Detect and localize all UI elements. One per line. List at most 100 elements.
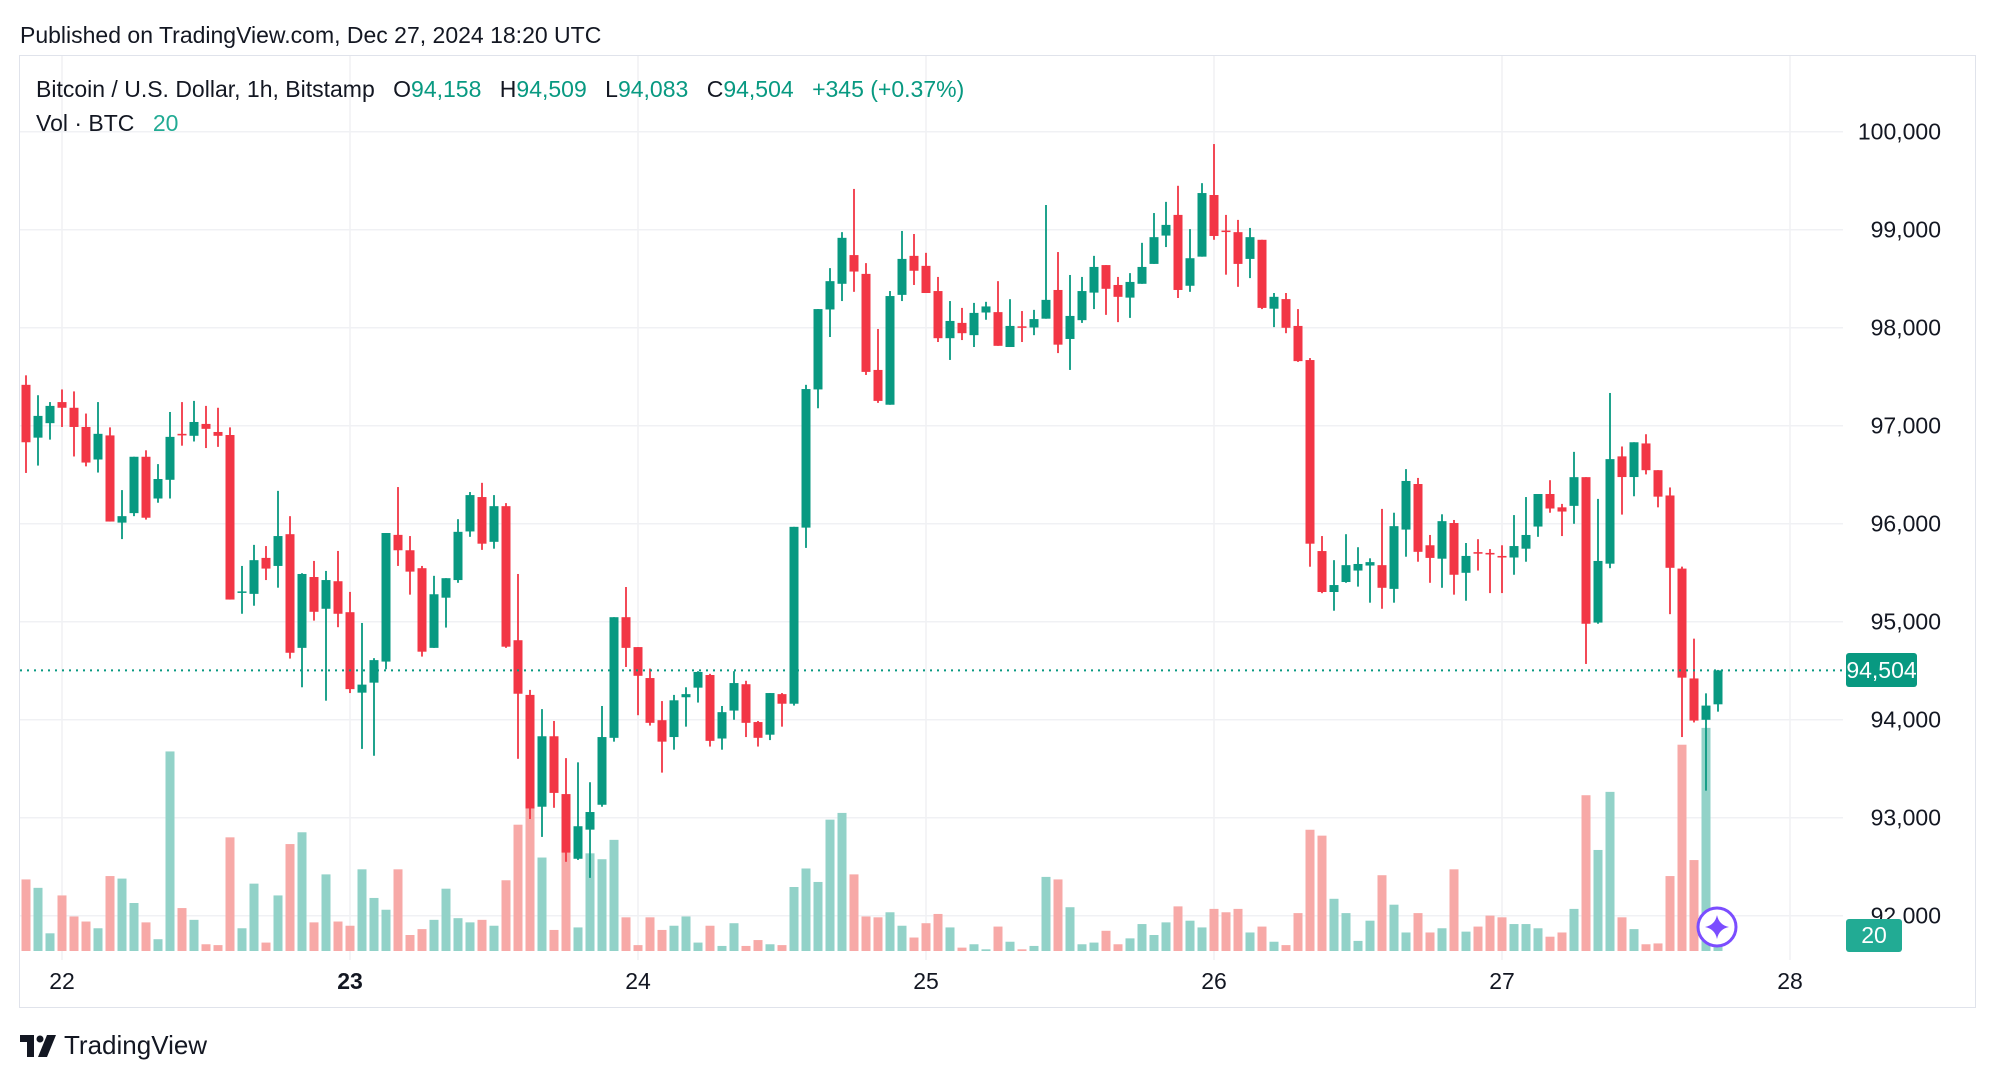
volume-bar (1653, 943, 1663, 951)
volume-bar (105, 876, 115, 951)
date-tick-label: 25 (913, 968, 939, 994)
tradingview-logo[interactable]: TradingView (20, 1030, 207, 1061)
volume-bar (585, 853, 595, 951)
candle (1209, 144, 1219, 240)
candle (489, 495, 499, 549)
candle (693, 671, 703, 703)
candle (1581, 477, 1591, 664)
volume-bar (1317, 835, 1327, 951)
volume-bar (573, 927, 583, 951)
volume-bar (1077, 944, 1087, 951)
volume-bar (33, 887, 43, 951)
low-value: 94,083 (617, 76, 689, 102)
volume-bar (1269, 941, 1279, 951)
tradingview-brand: TradingView (64, 1030, 208, 1060)
candle-wick (1369, 558, 1371, 603)
volume-bar (609, 839, 619, 951)
volume-bar (1185, 920, 1195, 951)
candle-body (1545, 494, 1555, 509)
volume-bar (405, 935, 415, 951)
candle-body (237, 591, 247, 593)
candle (1137, 242, 1147, 284)
candle-body (921, 265, 931, 294)
candle-body (669, 700, 679, 738)
candle (1569, 451, 1579, 524)
candle-body (729, 683, 739, 711)
candle-body (117, 516, 127, 523)
gridlines (20, 56, 1843, 960)
candle (945, 301, 955, 360)
high-label: H (499, 76, 517, 102)
volume-bar (777, 945, 787, 951)
candle-body (705, 675, 715, 741)
candle (81, 413, 91, 467)
volume-label[interactable]: Vol · BTC (36, 110, 135, 136)
change-value: +345 (+0.37%) (812, 76, 965, 102)
volume-bar (417, 929, 427, 951)
candle (333, 550, 343, 628)
candle-body (1245, 237, 1255, 259)
candle-wick (1513, 515, 1515, 575)
candle-body (837, 237, 847, 284)
candle-body (357, 684, 367, 693)
candle-body (657, 720, 667, 742)
candle-body (1065, 315, 1075, 339)
candle (105, 427, 115, 522)
volume-bar (477, 919, 487, 951)
candle (297, 573, 307, 688)
candle-body (525, 694, 535, 809)
volume-bar (345, 925, 355, 951)
volume-bar (621, 917, 631, 951)
volume-bar (969, 944, 979, 951)
volume-bar (1053, 879, 1063, 951)
volume-bar (597, 859, 607, 951)
ohlc-legend: Bitcoin / U.S. Dollar, 1h, Bitstamp O 94,… (36, 76, 964, 103)
candle (1257, 239, 1267, 310)
date-tick-label: 24 (625, 968, 651, 994)
volume-bar (1593, 849, 1603, 951)
volume-bar (93, 928, 103, 951)
sparkle-icon (1705, 915, 1729, 939)
candle (1113, 276, 1123, 323)
candle-body (321, 580, 331, 609)
candle-body (45, 405, 55, 424)
candle (405, 536, 415, 595)
volume-bar (705, 925, 715, 951)
candle-wick (1045, 205, 1047, 319)
date-tick-label: 22 (49, 968, 75, 994)
volume-bar (561, 851, 571, 951)
candle-wick (1429, 534, 1431, 583)
candle-body (285, 534, 295, 653)
volume-value: 20 (152, 110, 179, 136)
candle (1317, 536, 1327, 594)
candle-body (1449, 523, 1459, 575)
ai-sparkle-button[interactable] (1696, 906, 1738, 948)
candle-body (465, 495, 475, 532)
candle-body (153, 479, 163, 499)
candle (765, 693, 775, 741)
candle (633, 647, 643, 716)
open-label: O (393, 76, 412, 102)
candle-body (1677, 568, 1687, 678)
candle (1677, 566, 1687, 738)
candle-body (1305, 360, 1315, 544)
candle-body (1101, 265, 1111, 289)
candle (1701, 693, 1711, 791)
volume-bar (273, 895, 283, 951)
candle-body (933, 291, 943, 339)
candle-body (273, 536, 283, 566)
candle-wick (373, 658, 375, 756)
volume-bar (177, 908, 187, 951)
candle-body (717, 712, 727, 739)
candle (1065, 274, 1075, 370)
volume-bar (717, 945, 727, 951)
symbol-title[interactable]: Bitcoin / U.S. Dollar, 1h, Bitstamp (36, 76, 375, 102)
candle-body (189, 421, 199, 436)
volume-bar (813, 881, 823, 951)
candle-wick (181, 402, 183, 446)
volume-bar (1281, 945, 1291, 951)
volume-bar (657, 929, 667, 951)
candle-body (1473, 552, 1483, 554)
candle-body (405, 550, 415, 572)
